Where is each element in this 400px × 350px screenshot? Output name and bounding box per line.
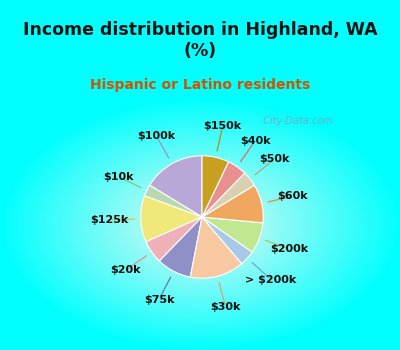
Wedge shape: [202, 156, 228, 217]
Text: Income distribution in Highland, WA
(%): Income distribution in Highland, WA (%): [23, 21, 377, 60]
Wedge shape: [202, 217, 252, 264]
Text: $50k: $50k: [260, 154, 290, 164]
Wedge shape: [159, 217, 202, 277]
Text: $150k: $150k: [204, 121, 242, 131]
Wedge shape: [202, 185, 263, 223]
Wedge shape: [202, 162, 245, 217]
Wedge shape: [150, 156, 202, 217]
Wedge shape: [190, 217, 242, 278]
Text: $60k: $60k: [278, 191, 308, 201]
Text: $20k: $20k: [110, 265, 141, 275]
Text: $125k: $125k: [90, 215, 128, 225]
Text: $75k: $75k: [144, 295, 174, 304]
Text: City-Data.com: City-Data.com: [260, 116, 332, 126]
Text: $30k: $30k: [210, 302, 241, 312]
Wedge shape: [141, 196, 202, 242]
Text: Hispanic or Latino residents: Hispanic or Latino residents: [90, 78, 310, 92]
Text: $200k: $200k: [270, 244, 308, 254]
Text: > $200k: > $200k: [245, 275, 296, 285]
Text: $40k: $40k: [240, 136, 270, 146]
Wedge shape: [144, 185, 202, 217]
Wedge shape: [202, 173, 254, 217]
Text: $10k: $10k: [103, 172, 133, 182]
Wedge shape: [146, 217, 202, 261]
Text: $100k: $100k: [137, 131, 175, 141]
Wedge shape: [202, 217, 263, 252]
